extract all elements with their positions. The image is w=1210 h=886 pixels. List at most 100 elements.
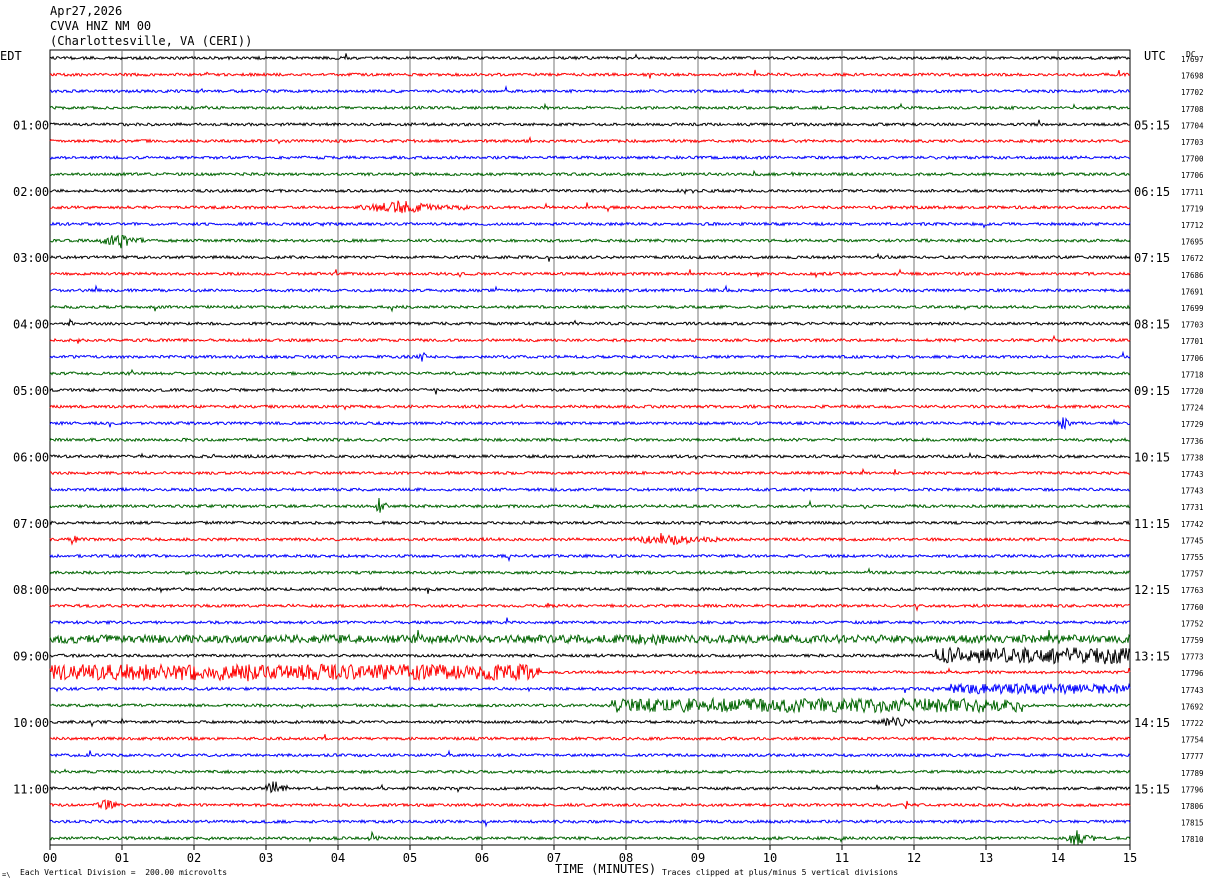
- trace-dc-offset: 17743: [1181, 470, 1204, 479]
- seismic-trace: [49, 567, 1131, 576]
- trace-dc-offset: 17711: [1181, 188, 1204, 197]
- trace-dc-offset: 17743: [1181, 686, 1204, 695]
- x-axis-title: TIME (MINUTES): [555, 862, 656, 876]
- right-hour-label: 09:15: [1134, 384, 1170, 398]
- seismic-trace: [49, 119, 1130, 127]
- seismic-trace: [49, 221, 1131, 229]
- right-hour-label: 07:15: [1134, 251, 1170, 265]
- trace-dc-offset: 17703: [1181, 138, 1204, 147]
- trace-dc-offset: 17722: [1181, 719, 1204, 728]
- seismic-trace: [49, 451, 1131, 460]
- trace-dc-offset: 17815: [1181, 819, 1204, 828]
- seismic-trace: [49, 334, 1131, 344]
- x-tick-label: 09: [691, 851, 705, 865]
- plot-station: CVVA HNZ NM 00: [50, 19, 152, 33]
- right-hour-label: 08:15: [1134, 318, 1170, 332]
- seismic-trace: [49, 102, 1131, 111]
- trace-dc-offset: 17806: [1181, 802, 1204, 811]
- trace-dc-offset: 17703: [1181, 321, 1204, 330]
- seismic-trace: [49, 716, 1131, 728]
- trace-dc-offset: 17720: [1181, 387, 1204, 396]
- axis-labels: EDT UTC DC TIME (MINUTES) Each Vertical …: [0, 49, 1204, 879]
- seismic-trace: [49, 234, 1131, 249]
- seismic-trace: [49, 284, 1131, 294]
- seismic-trace: [49, 268, 1131, 279]
- seismic-trace: [49, 136, 1130, 145]
- seismic-trace: [49, 84, 1131, 94]
- x-tick-label: 02: [187, 851, 201, 865]
- left-hour-label: 02:00: [13, 185, 49, 199]
- grid-lines: [49, 49, 1131, 850]
- trace-dc-offset: 17757: [1181, 570, 1204, 579]
- seismic-trace: [49, 696, 1131, 714]
- seismic-trace: [49, 486, 1131, 493]
- right-hour-label: 06:15: [1134, 185, 1170, 199]
- seismic-trace: [49, 830, 1131, 845]
- trace-dc-offset: 17706: [1181, 171, 1204, 180]
- trace-dc-offset: 17701: [1181, 337, 1204, 346]
- trace-dc-offset: 17763: [1181, 586, 1204, 595]
- seismic-trace: [49, 252, 1131, 262]
- trace-dc-offset: 17702: [1181, 88, 1204, 97]
- x-tick-label: 01: [115, 851, 129, 865]
- seismic-trace: [49, 629, 1131, 646]
- trace-dc-offset: 17691: [1181, 287, 1204, 296]
- x-tick-label: 14: [1051, 851, 1065, 865]
- plot-date: Apr27,2026: [50, 4, 123, 18]
- trace-dc-offset: 17754: [1181, 736, 1204, 745]
- right-hour-label: 15:15: [1134, 782, 1170, 796]
- trace-dc-offset: 17760: [1181, 603, 1204, 612]
- seismic-trace: [49, 682, 1131, 696]
- trace-dc-offset: 17708: [1181, 105, 1204, 114]
- seismic-trace: [49, 519, 1131, 526]
- trace-dc-offset: 17724: [1181, 404, 1204, 413]
- seismic-trace: [49, 317, 1131, 327]
- trace-dc-offset: 17698: [1181, 72, 1204, 81]
- seismic-trace: [49, 663, 1131, 682]
- left-hour-label: 09:00: [13, 650, 49, 664]
- left-hour-label: 08:00: [13, 583, 49, 597]
- x-tick-label: 07: [547, 851, 561, 865]
- seismic-trace: [49, 749, 1131, 758]
- right-hour-label: 05:15: [1134, 118, 1170, 132]
- left-hour-label: 01:00: [13, 118, 49, 132]
- seismic-trace: [49, 154, 1131, 161]
- seismic-traces: [49, 53, 1131, 845]
- seismic-trace: [49, 304, 1131, 313]
- trace-dc-offset: 17697: [1181, 55, 1204, 64]
- x-tick-label: 04: [331, 851, 345, 865]
- right-hour-label: 11:15: [1134, 517, 1170, 531]
- seismic-trace: [49, 646, 1131, 665]
- x-tick-label: 15: [1123, 851, 1137, 865]
- trace-dc-offset: 17743: [1181, 487, 1204, 496]
- plot-frame: [49, 49, 1131, 846]
- trace-dc-offset: 17752: [1181, 619, 1204, 628]
- trace-dc-offset: 17777: [1181, 752, 1204, 761]
- seismic-trace: [49, 497, 1131, 513]
- right-hour-label: 13:15: [1134, 650, 1170, 664]
- trace-dc-offset: 17796: [1181, 785, 1204, 794]
- trace-dc-offset: 17704: [1181, 121, 1204, 130]
- left-timezone-label: EDT: [0, 49, 22, 63]
- plot-location: (Charlottesville, VA (CERI)): [50, 34, 253, 48]
- left-hour-label: 11:00: [13, 782, 49, 796]
- left-hour-label: 10:00: [13, 716, 49, 730]
- seismic-trace: [49, 69, 1131, 79]
- seismic-trace: [49, 53, 1131, 61]
- right-timezone-label: UTC: [1144, 49, 1166, 63]
- trace-dc-offset: 17738: [1181, 453, 1204, 462]
- trace-dc-offset: 17706: [1181, 354, 1204, 363]
- trace-dc-offset: 17810: [1181, 835, 1204, 844]
- left-hour-label: 04:00: [13, 318, 49, 332]
- x-tick-label: 10: [763, 851, 777, 865]
- seismic-trace: [49, 169, 1131, 178]
- right-hour-label: 14:15: [1134, 716, 1170, 730]
- trace-dc-offset: 17712: [1181, 221, 1204, 230]
- trace-dc-offset: 17686: [1181, 271, 1204, 280]
- plot-header: Apr27,2026 CVVA HNZ NM 00 (Charlottesvil…: [50, 4, 252, 49]
- seismic-trace: [49, 799, 1131, 811]
- trace-dc-offset: 17699: [1181, 304, 1204, 313]
- dc-offset-header: DC: [1186, 50, 1196, 59]
- right-hour-label: 10:15: [1134, 450, 1170, 464]
- x-tick-label: 06: [475, 851, 489, 865]
